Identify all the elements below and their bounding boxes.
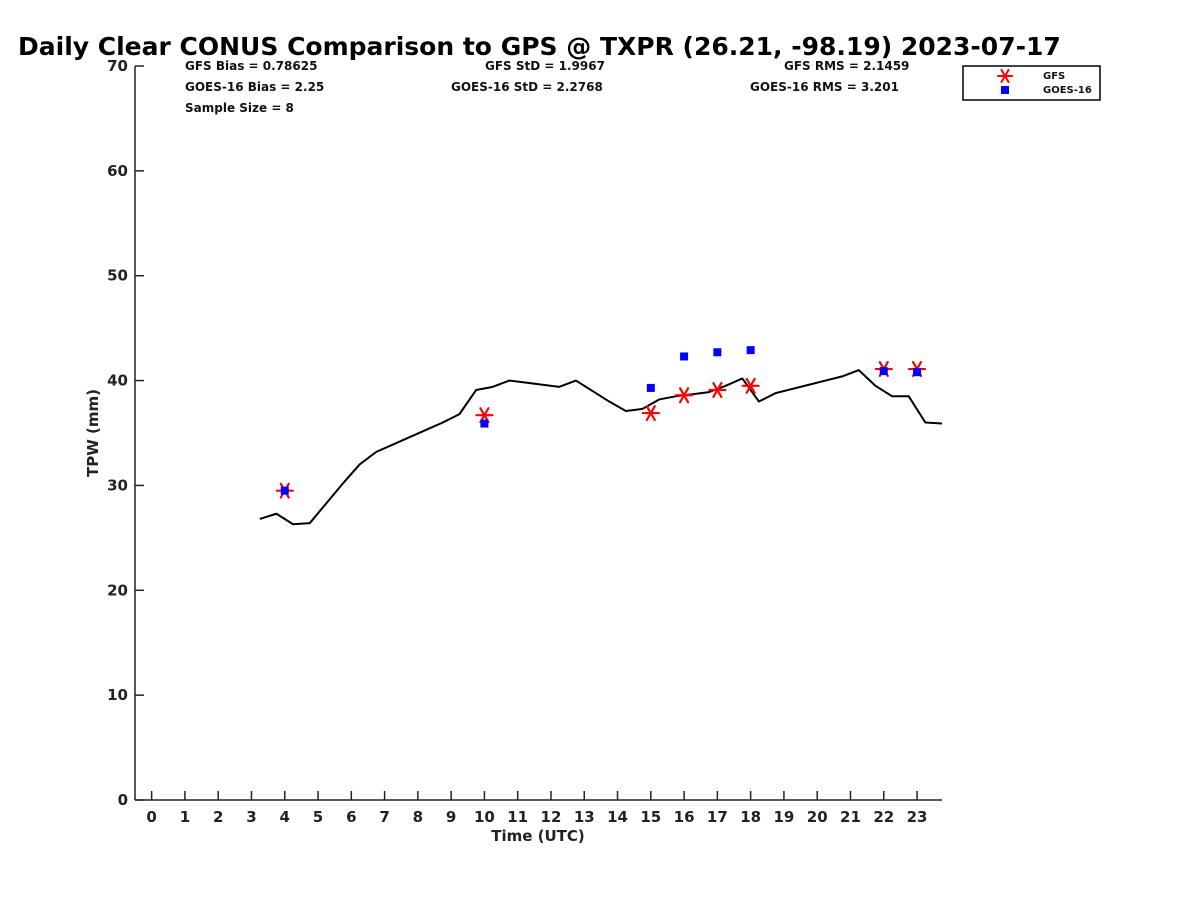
chart-title: Daily Clear CONUS Comparison to GPS @ TX… [18, 32, 1061, 61]
x-tick-label: 9 [446, 808, 456, 826]
x-tick-label: 6 [346, 808, 356, 826]
goes-point [746, 346, 755, 355]
x-tick-label: 13 [574, 808, 595, 826]
gfs-point [641, 405, 660, 422]
x-tick-label: 12 [541, 808, 562, 826]
x-tick-label: 15 [640, 808, 661, 826]
x-tick-label: 3 [246, 808, 256, 826]
gfs-point [674, 387, 694, 404]
x-tick-label: 11 [507, 808, 528, 826]
legend: GFS GOES-16 [962, 65, 1101, 101]
x-tick-label: 20 [807, 808, 828, 826]
goes-point [680, 352, 689, 361]
y-tick-label: 10 [107, 686, 128, 704]
x-tick-label: 23 [907, 808, 928, 826]
asterisk-stroke [678, 387, 690, 404]
x-tick-label: 10 [474, 808, 495, 826]
gfs-std-text: GFS StD = 1.9967 [485, 59, 605, 73]
asterisk-stroke [645, 405, 656, 422]
gfs-rms-text: GFS RMS = 2.1459 [784, 59, 909, 73]
asterisk-stroke [1000, 68, 1010, 84]
legend-gfs-label: GFS [1043, 71, 1065, 82]
legend-box [962, 65, 1101, 101]
y-tick-label: 0 [118, 791, 128, 809]
goes-std-text: GOES-16 StD = 2.2768 [451, 80, 603, 94]
y-tick-label: 20 [107, 581, 128, 599]
x-tick-label: 5 [313, 808, 323, 826]
legend-gfs-marker-icon [997, 68, 1013, 84]
gfs-bias-text: GFS Bias = 0.78625 [185, 59, 317, 73]
x-tick-label: 4 [280, 808, 290, 826]
x-tick-label: 14 [607, 808, 628, 826]
x-tick-label: 21 [840, 808, 861, 826]
x-tick-label: 7 [379, 808, 389, 826]
legend-goes-marker-icon [1001, 86, 1009, 94]
x-axis-label: Time (UTC) [491, 827, 585, 845]
y-tick-label: 70 [107, 57, 128, 75]
x-tick-label: 2 [213, 808, 223, 826]
x-tick-label: 8 [413, 808, 423, 826]
x-tick-label: 19 [773, 808, 794, 826]
y-tick-label: 40 [107, 372, 128, 390]
goes-point [713, 348, 722, 357]
goes-rms-text: GOES-16 RMS = 3.201 [750, 80, 899, 94]
goes-point [480, 419, 489, 428]
x-tick-label: 0 [146, 808, 156, 826]
y-tick-label: 60 [107, 162, 128, 180]
goes-bias-text: GOES-16 Bias = 2.25 [185, 80, 324, 94]
x-tick-label: 17 [707, 808, 728, 826]
x-tick-label: 22 [873, 808, 894, 826]
asterisk-stroke [712, 381, 723, 399]
y-tick-label: 50 [107, 267, 128, 285]
goes-point [646, 383, 655, 392]
gfs-point [708, 381, 727, 399]
goes-point [913, 368, 922, 377]
x-tick-label: 18 [740, 808, 761, 826]
goes-point [280, 486, 289, 495]
asterisk-stroke [745, 377, 756, 394]
gfs-point [741, 377, 760, 394]
x-tick-label: 16 [674, 808, 695, 826]
goes-point [879, 367, 888, 376]
x-tick-label: 1 [180, 808, 190, 826]
y-tick-label: 30 [107, 476, 128, 494]
sample-size-text: Sample Size = 8 [185, 101, 294, 115]
y-axis-label: TPW (mm) [84, 389, 102, 477]
gps-line [259, 369, 943, 526]
legend-goes-label: GOES-16 [1043, 85, 1092, 96]
